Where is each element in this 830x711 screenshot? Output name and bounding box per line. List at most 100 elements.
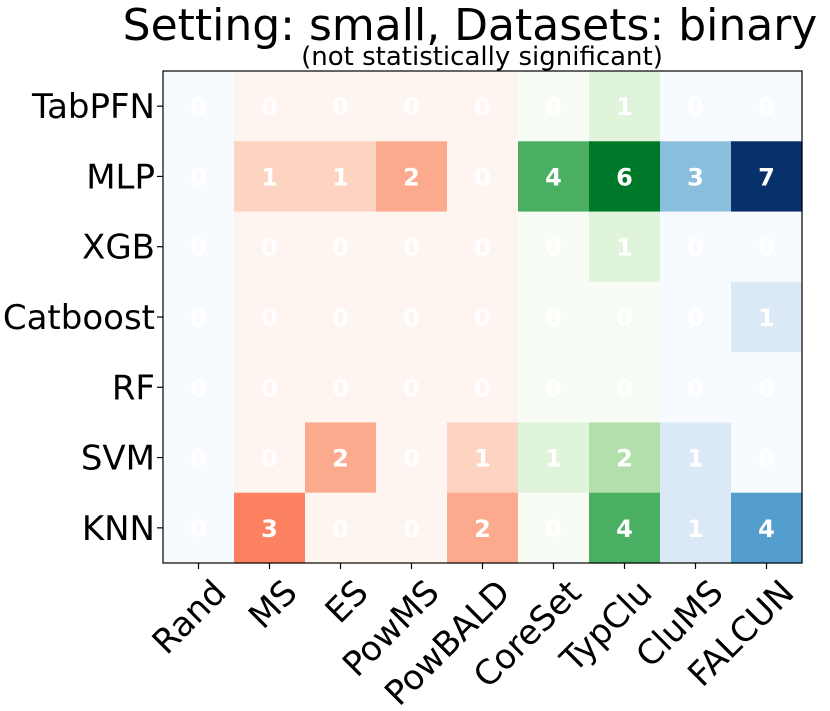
cell-catboost-coreset (518, 281, 590, 353)
cell-value-svm-powbald: 1 (474, 445, 491, 473)
cell-value-xgb-powbald: 0 (474, 234, 491, 262)
cell-mlp-ms (234, 141, 306, 213)
cell-value-catboost-coreset: 0 (545, 304, 562, 332)
cell-xgb-rand (163, 211, 235, 283)
cell-knn-rand (163, 492, 235, 564)
cell-value-mlp-falcun: 7 (758, 163, 775, 191)
cell-rf-falcun (731, 352, 803, 424)
cell-knn-powbald (447, 492, 519, 564)
y-tick-label-catboost: Catboost (3, 298, 155, 338)
cell-tabpfn-powms (376, 71, 448, 142)
cell-value-mlp-ms: 1 (261, 163, 278, 191)
cell-knn-powms (376, 492, 448, 564)
cell-value-rf-clums: 0 (687, 374, 704, 402)
cell-value-knn-typclu: 4 (616, 515, 633, 543)
cell-catboost-falcun (731, 281, 803, 353)
cell-xgb-ms (234, 211, 306, 283)
heatmap-cells (163, 71, 803, 564)
cell-tabpfn-typclu (589, 71, 661, 142)
cell-rf-typclu (589, 352, 661, 424)
cell-value-catboost-powbald: 0 (474, 304, 491, 332)
cell-value-catboost-es: 0 (332, 304, 349, 332)
y-tick-label-svm: SVM (81, 439, 155, 479)
cell-catboost-powbald (447, 281, 519, 353)
cell-xgb-powbald (447, 211, 519, 283)
cell-rf-coreset (518, 352, 590, 424)
cell-tabpfn-rand (163, 71, 235, 142)
cell-value-knn-ms: 3 (261, 515, 278, 543)
cell-rf-es (305, 352, 377, 424)
cell-value-xgb-typclu: 1 (616, 234, 633, 262)
cell-value-rf-falcun: 0 (758, 374, 775, 402)
cell-xgb-powms (376, 211, 448, 283)
x-tick-label-rand: Rand (145, 573, 235, 663)
cell-mlp-clums (660, 141, 732, 213)
cell-value-tabpfn-powms: 0 (403, 93, 420, 121)
cell-tabpfn-ms (234, 71, 306, 142)
x-axis: Rand MS ESPowMSPowBALDCoreSetTypCluCluMSFA… (145, 563, 802, 711)
cell-tabpfn-clums (660, 71, 732, 142)
heatmap-cell-labels: 0 0 0 0 0 0 1 0 0 0 1 1 2 0 4 6 3 7 0 0 0 0 0 0 1 0 0 0 0 0 0 0 0 0 0 1 0 0 0 0… (190, 93, 775, 543)
cell-value-xgb-falcun: 0 (758, 234, 775, 262)
cell-svm-es (305, 422, 377, 494)
cell-value-mlp-powbald: 0 (474, 163, 491, 191)
cell-tabpfn-falcun (731, 71, 803, 142)
cell-value-tabpfn-falcun: 0 (758, 93, 775, 121)
cell-value-xgb-rand: 0 (190, 234, 207, 262)
cell-value-catboost-falcun: 1 (758, 304, 775, 332)
cell-mlp-typclu (589, 141, 661, 213)
y-tick-label-rf: RF (112, 368, 155, 408)
cell-value-svm-rand: 0 (190, 445, 207, 473)
cell-value-mlp-rand: 0 (190, 163, 207, 191)
cell-mlp-rand (163, 141, 235, 213)
cell-value-svm-typclu: 2 (616, 445, 633, 473)
cell-value-knn-coreset: 0 (545, 515, 562, 543)
cell-value-xgb-powms: 0 (403, 234, 420, 262)
cell-catboost-ms (234, 281, 306, 353)
cell-value-mlp-typclu: 6 (616, 163, 633, 191)
cell-value-rf-rand: 0 (190, 374, 207, 402)
cell-xgb-coreset (518, 211, 590, 283)
cell-svm-powbald (447, 422, 519, 494)
cell-value-tabpfn-typclu: 1 (616, 93, 633, 121)
cell-catboost-es (305, 281, 377, 353)
cell-catboost-typclu (589, 281, 661, 353)
cell-value-catboost-clums: 0 (687, 304, 704, 332)
cell-value-rf-powms: 0 (403, 374, 420, 402)
chart-subtitle: (not statistically significant) (301, 42, 663, 72)
cell-mlp-powbald (447, 141, 519, 213)
cell-value-rf-powbald: 0 (474, 374, 491, 402)
cell-value-xgb-ms: 0 (261, 234, 278, 262)
cell-catboost-clums (660, 281, 732, 353)
cell-xgb-es (305, 211, 377, 283)
cell-value-xgb-clums: 0 (687, 234, 704, 262)
cell-value-catboost-ms: 0 (261, 304, 278, 332)
cell-tabpfn-coreset (518, 71, 590, 142)
cell-tabpfn-es (305, 71, 377, 142)
cell-value-knn-rand: 0 (190, 515, 207, 543)
cell-value-catboost-powms: 0 (403, 304, 420, 332)
cell-rf-powms (376, 352, 448, 424)
cell-value-tabpfn-rand: 0 (190, 93, 207, 121)
cell-svm-coreset (518, 422, 590, 494)
cell-value-mlp-powms: 2 (403, 163, 420, 191)
y-tick-label-knn: KNN (82, 509, 155, 549)
cell-value-svm-falcun: 0 (758, 445, 775, 473)
y-axis: TabPFN MLP XGB Catboost RF SVM KNN (3, 87, 163, 549)
cell-mlp-powms (376, 141, 448, 213)
cell-mlp-es (305, 141, 377, 213)
cell-svm-powms (376, 422, 448, 494)
cell-xgb-typclu (589, 211, 661, 283)
cell-knn-es (305, 492, 377, 564)
cell-value-mlp-clums: 3 (687, 163, 704, 191)
cell-value-rf-typclu: 0 (616, 374, 633, 402)
cell-knn-ms (234, 492, 306, 564)
cell-svm-typclu (589, 422, 661, 494)
cell-value-xgb-es: 0 (332, 234, 349, 262)
y-tick-label-xgb: XGB (82, 228, 155, 268)
cell-xgb-clums (660, 211, 732, 283)
chart-title: Setting: small, Datasets: binary (123, 0, 818, 51)
cell-rf-powbald (447, 352, 519, 424)
cell-value-svm-powms: 0 (403, 445, 420, 473)
cell-value-tabpfn-ms: 0 (261, 93, 278, 121)
